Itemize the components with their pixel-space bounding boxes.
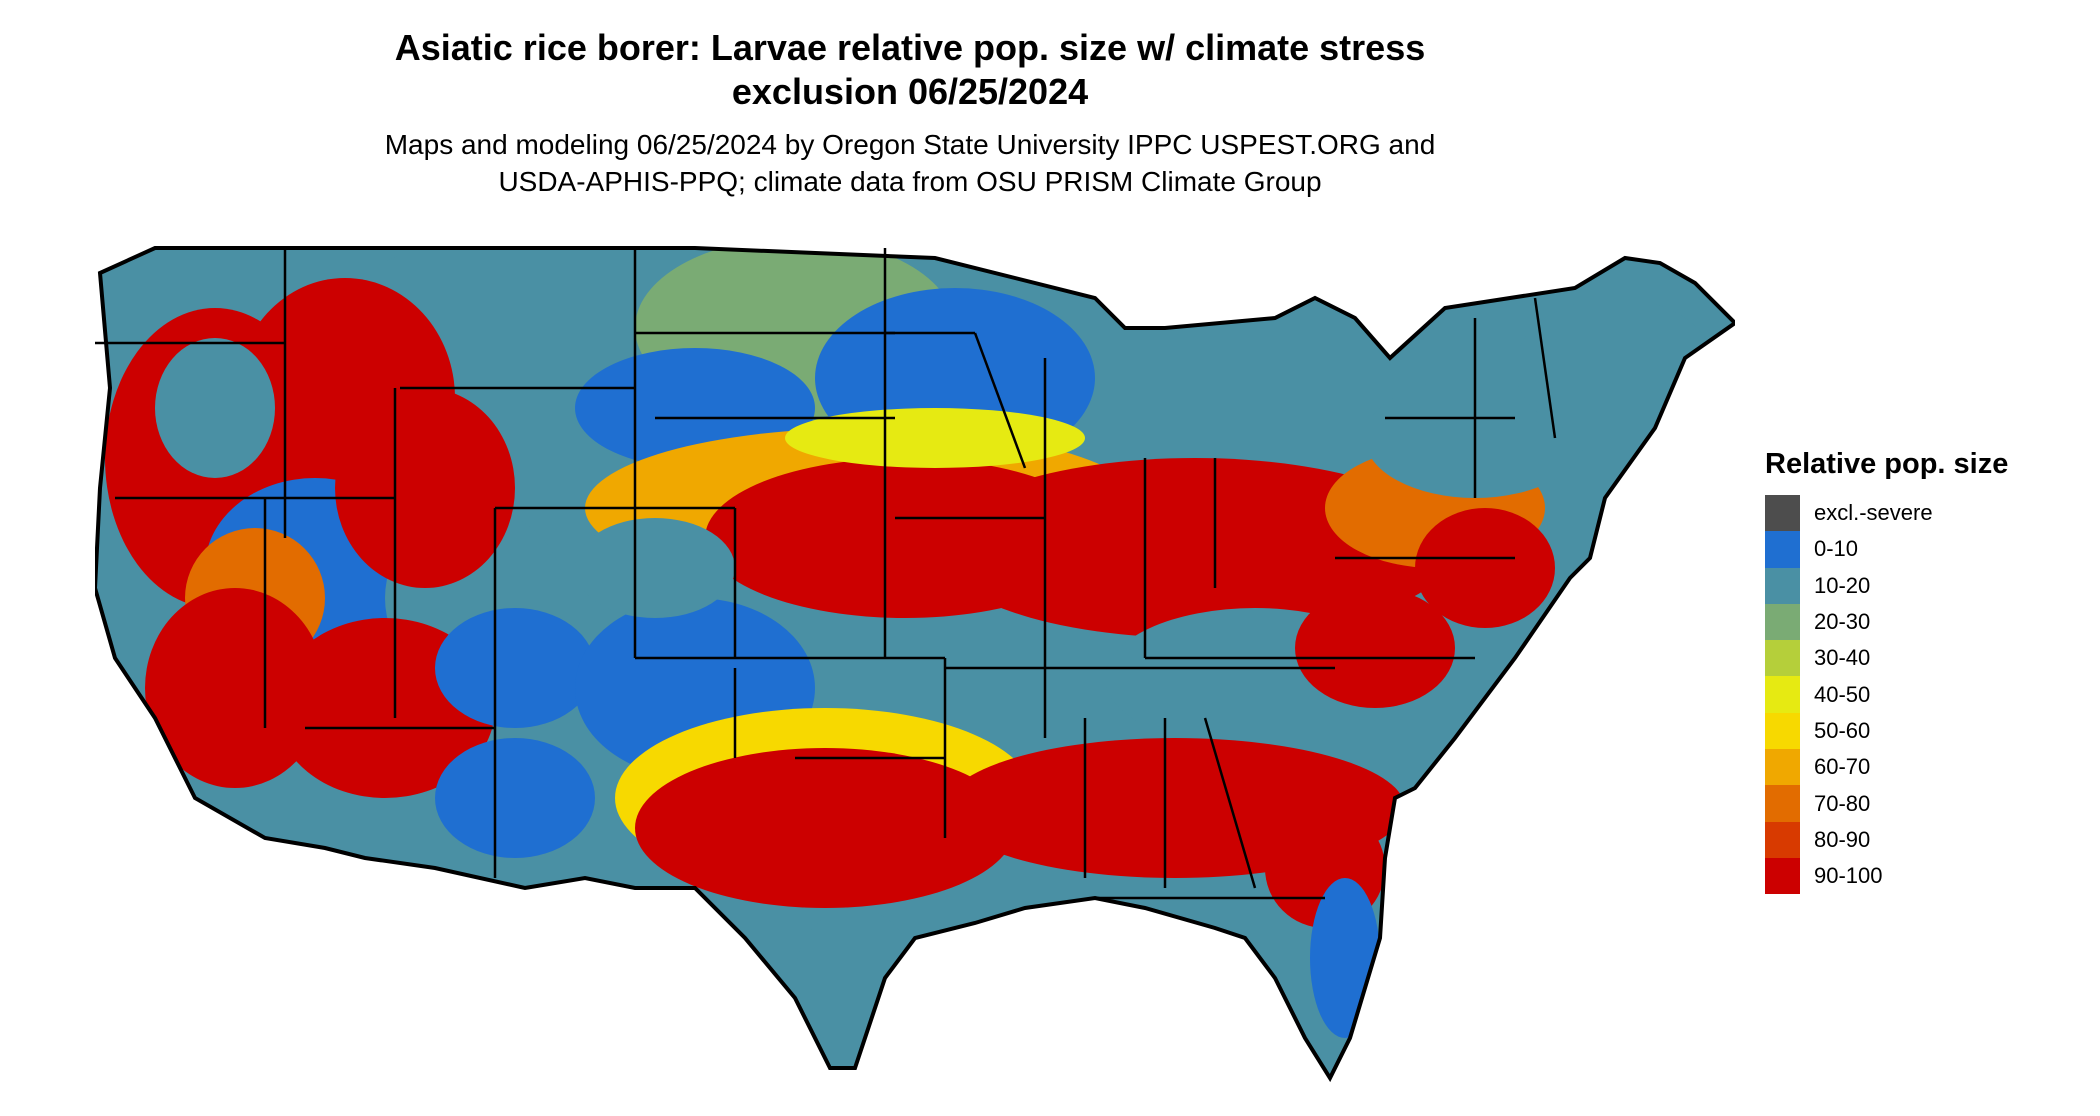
title-line-2: exclusion 06/25/2024 [731, 71, 1089, 112]
map-title: Asiatic rice borer: Larvae relative pop.… [360, 26, 1460, 114]
legend-item: 60-70 [1765, 749, 2085, 786]
legend-swatch [1765, 567, 1800, 604]
legend-label: 70-80 [1814, 790, 1871, 816]
legend-items: excl.-severe 0-10 10-20 20-30 30-40 40-5… [1765, 495, 2085, 895]
legend-title: Relative pop. size [1765, 448, 2009, 480]
us-population-map [95, 246, 1735, 1083]
legend-item: excl.-severe [1765, 495, 2085, 532]
legend-swatch [1765, 603, 1800, 641]
legend-label: 60-70 [1814, 754, 1871, 780]
legend: Relative pop. size excl.-severe 0-10 10-… [1765, 448, 2085, 895]
legend-label: 80-90 [1814, 826, 1871, 852]
legend-swatch [1765, 640, 1800, 677]
legend-swatch [1765, 531, 1800, 568]
legend-label: 10-20 [1814, 572, 1871, 598]
legend-item: 40-50 [1765, 676, 2085, 713]
legend-item: 90-100 [1765, 857, 2085, 895]
title-line-1: Asiatic rice borer: Larvae relative pop.… [394, 27, 1426, 68]
legend-item: 10-20 [1765, 567, 2085, 604]
country-outline [95, 246, 1735, 1083]
legend-label: 20-30 [1814, 609, 1871, 635]
legend-label: 90-100 [1814, 863, 1883, 889]
subtitle-line-1: Maps and modeling 06/25/2024 by Oregon S… [384, 129, 1436, 160]
legend-label: 0-10 [1814, 536, 1859, 562]
legend-item: 80-90 [1765, 821, 2085, 858]
legend-label: 40-50 [1814, 681, 1871, 707]
legend-item: 20-30 [1765, 603, 2085, 641]
legend-swatch [1765, 749, 1800, 786]
legend-item: 0-10 [1765, 531, 2085, 568]
state-borders [95, 248, 1557, 900]
legend-swatch [1765, 785, 1800, 822]
legend-item: 50-60 [1765, 712, 2085, 750]
legend-item: 30-40 [1765, 640, 2085, 677]
legend-swatch [1765, 495, 1800, 532]
legend-label: 50-60 [1814, 717, 1871, 743]
map-subtitle: Maps and modeling 06/25/2024 by Oregon S… [330, 126, 1490, 200]
subtitle-line-2: USDA-APHIS-PPQ; climate data from OSU PR… [498, 166, 1322, 197]
legend-label: 30-40 [1814, 645, 1871, 671]
legend-swatch [1765, 821, 1800, 858]
legend-swatch [1765, 857, 1800, 895]
legend-item: 70-80 [1765, 785, 2085, 822]
legend-label: excl.-severe [1814, 500, 1933, 526]
legend-swatch [1765, 676, 1800, 713]
legend-swatch [1765, 712, 1800, 750]
